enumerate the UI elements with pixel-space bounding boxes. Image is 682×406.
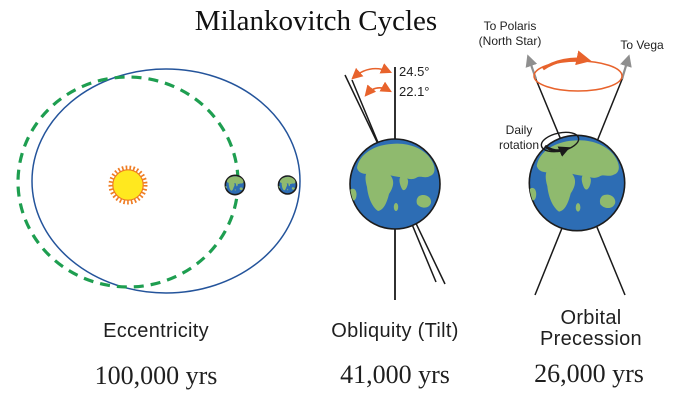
- to-polaris-line2: (North Star): [478, 34, 542, 48]
- to-polaris-line1: To Polaris: [483, 19, 537, 33]
- orbit-low-eccentricity: [31, 68, 301, 294]
- earth-globe-obliquity: [350, 139, 440, 229]
- to-vega-arrow: [620, 54, 632, 80]
- eccentricity-diagram: [16, 68, 301, 294]
- tilt-range-arrow-min: [364, 81, 392, 97]
- precession-direction-arrow: [542, 50, 592, 71]
- tilt-max-label: 24.5°: [399, 64, 430, 79]
- to-vega-label: To Vega: [620, 38, 664, 52]
- precession-label: Orbital Precession: [540, 307, 642, 350]
- eccentricity-label: Eccentricity: [103, 320, 209, 342]
- daily-rotation-arrow: [544, 144, 571, 157]
- eccentricity-period: 100,000 yrs: [94, 361, 218, 390]
- tilt-min-label: 22.1°: [399, 84, 430, 99]
- page-title: Milankovitch Cycles: [194, 5, 438, 37]
- earth-icon-outer-orbit: [279, 176, 297, 194]
- to-polaris-arrow: [525, 54, 538, 80]
- sun-icon: [108, 165, 148, 205]
- daily-rotation-label: Daily rotation: [498, 123, 540, 152]
- obliquity-label: Obliquity (Tilt): [331, 320, 459, 342]
- to-polaris-label: To Polaris (North Star): [479, 19, 542, 49]
- obliquity-period: 41,000 yrs: [340, 360, 450, 389]
- obliquity-diagram: [344, 63, 446, 300]
- precession-period: 26,000 yrs: [534, 359, 644, 388]
- tilt-range-arrow-max: [351, 63, 393, 80]
- earth-icon-inner-orbit: [225, 175, 244, 194]
- precession-diagram: [525, 50, 632, 296]
